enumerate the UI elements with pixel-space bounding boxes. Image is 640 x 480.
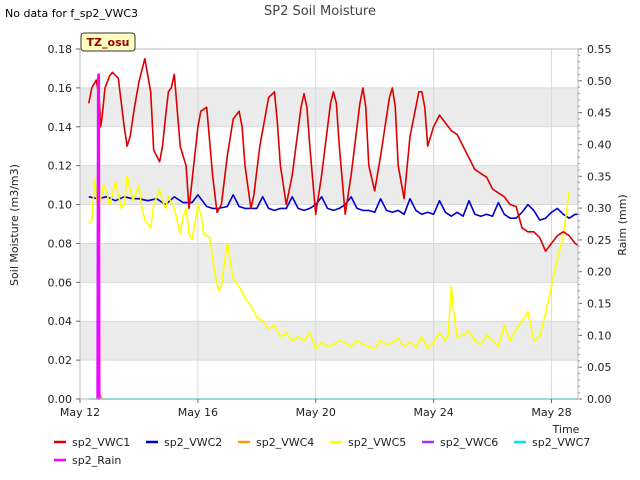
- y-tick-label: 0.18: [48, 43, 73, 56]
- y2-tick-label: 0.20: [587, 266, 612, 279]
- background-band: [80, 165, 578, 205]
- background-band: [80, 243, 578, 283]
- y-tick-label: 0.06: [48, 276, 73, 289]
- y2-tick-label: 0.45: [587, 107, 612, 120]
- no-data-note: No data for f_sp2_VWC3: [5, 7, 138, 20]
- y2-tick-label: 0.05: [587, 361, 612, 374]
- legend-label: sp2_VWC6: [440, 436, 498, 449]
- x-axis-label: Time: [552, 423, 580, 436]
- y2-axis-label: Raim (mm): [616, 194, 629, 255]
- series-line-sp2-rain: [96, 73, 101, 401]
- y-axis-label: Soil Moisture (m3/m3): [8, 164, 21, 286]
- series-line-sp2-vwc5: [88, 174, 570, 350]
- y2-axis-ticks: 0.00 0.05 0.10 0.15 0.20 0.25 0.30 0.35 0.40 0.45…: [578, 43, 612, 406]
- x-tick-label: May 16: [178, 406, 218, 419]
- legend-label: sp2_VWC1: [72, 436, 130, 449]
- y2-tick-label: 0.00: [587, 393, 612, 406]
- legend-label: sp2_Rain: [72, 454, 121, 467]
- chart-title: SP2 Soil Moisture: [264, 4, 376, 19]
- y2-tick-label: 0.25: [587, 234, 612, 247]
- x-tick-label: May 12: [60, 406, 100, 419]
- legend: sp2_VWC1 sp2_VWC2 sp2_VWC4 sp2_VWC5 sp2_VWC6…: [54, 436, 590, 467]
- x-axis-ticks: May 12 May 16 May 20 May 24 May 28: [60, 399, 572, 419]
- site-badge: TZ_osu: [80, 32, 136, 52]
- plot-frame: [79, 48, 579, 400]
- badge-text: TZ_osu: [87, 36, 130, 49]
- y-tick-label: 0.14: [48, 121, 73, 134]
- y2-tick-label: 0.10: [587, 329, 612, 342]
- y2-tick-label: 0.55: [587, 43, 612, 56]
- legend-label: sp2_VWC5: [348, 436, 406, 449]
- legend-label: sp2_VWC4: [256, 436, 314, 449]
- y2-tick-label: 0.30: [587, 202, 612, 215]
- y-tick-label: 0.04: [48, 315, 73, 328]
- y2-tick-label: 0.15: [587, 298, 612, 311]
- y-tick-label: 0.16: [48, 82, 73, 95]
- x-tick-label: May 28: [531, 406, 571, 419]
- series-line-sp2-vwc2: [88, 194, 578, 221]
- y2-tick-label: 0.35: [587, 170, 612, 183]
- y-tick-label: 0.02: [48, 354, 73, 367]
- legend-label: sp2_VWC7: [532, 436, 590, 449]
- x-tick-label: May 20: [296, 406, 336, 419]
- y-axis-ticks: 0.00 0.02 0.04 0.06 0.08 0.10 0.12 0.14 0.16 0.18: [48, 43, 80, 406]
- y-tick-label: 0.12: [48, 160, 73, 173]
- y-tick-label: 0.08: [48, 237, 73, 250]
- series-line-sp2-vwc1: [88, 57, 579, 252]
- background-band: [80, 321, 578, 361]
- legend-label: sp2_VWC2: [164, 436, 222, 449]
- y2-tick-label: 0.50: [587, 75, 612, 88]
- y2-tick-label: 0.40: [587, 138, 612, 151]
- y-tick-label: 0.10: [48, 199, 73, 212]
- x-tick-label: May 24: [413, 406, 453, 419]
- y-tick-label: 0.00: [48, 393, 73, 406]
